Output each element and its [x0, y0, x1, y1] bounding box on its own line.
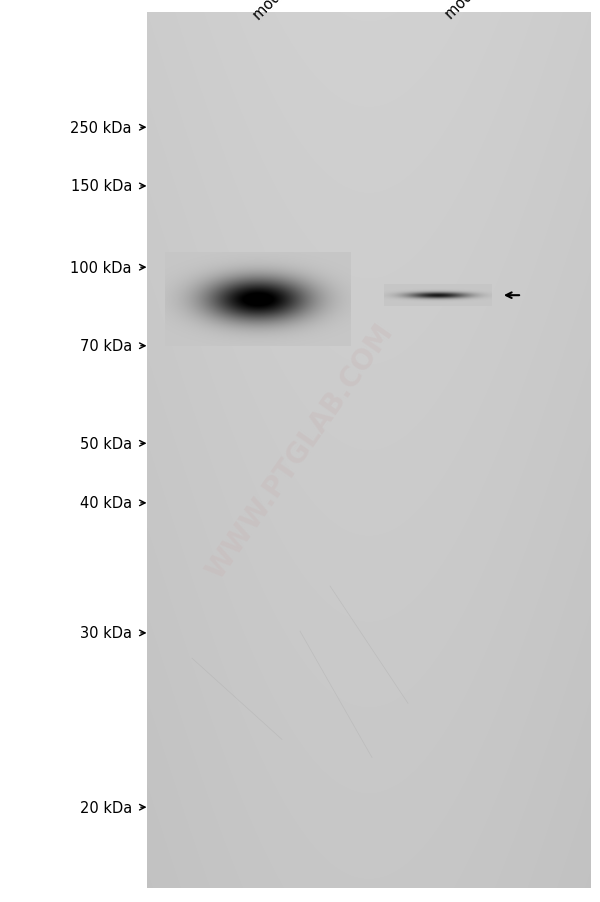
Text: mouse adipose: mouse adipose: [250, 0, 340, 23]
Text: mouse stomach: mouse stomach: [442, 0, 536, 23]
Text: 30 kDa: 30 kDa: [80, 626, 132, 640]
Text: 70 kDa: 70 kDa: [80, 339, 132, 354]
Text: 40 kDa: 40 kDa: [80, 496, 132, 511]
Text: 250 kDa: 250 kDa: [71, 121, 132, 135]
Text: WWW.PTGLAB.COM: WWW.PTGLAB.COM: [201, 318, 399, 584]
Text: 100 kDa: 100 kDa: [71, 261, 132, 275]
Text: 50 kDa: 50 kDa: [80, 437, 132, 451]
Text: 20 kDa: 20 kDa: [80, 800, 132, 815]
Text: 150 kDa: 150 kDa: [71, 179, 132, 194]
